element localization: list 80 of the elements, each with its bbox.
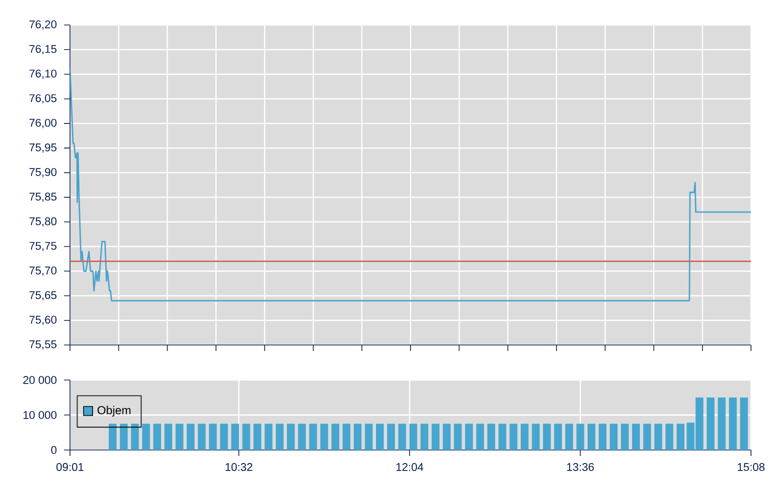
y-tick-label: 20 000 <box>23 376 56 384</box>
y-tick-label: 76,10 <box>29 70 57 79</box>
bar <box>309 424 317 450</box>
bar <box>706 397 714 450</box>
bar <box>620 424 629 450</box>
bar <box>176 424 184 450</box>
y-tick-label: 75,55 <box>29 340 56 350</box>
x-tick-label: 12:04 <box>396 463 424 471</box>
bar <box>632 424 640 450</box>
bar <box>740 397 748 450</box>
bar <box>286 424 295 450</box>
y-tick-label: 75,60 <box>29 316 57 326</box>
bar <box>254 424 262 450</box>
y-tick-label: 76,20 <box>29 20 57 30</box>
bar <box>142 424 150 450</box>
y-tick-label: 75,70 <box>29 266 57 276</box>
bar <box>398 424 406 450</box>
bar <box>565 424 574 450</box>
bar <box>264 424 272 450</box>
bar <box>588 424 596 450</box>
bar <box>610 424 618 450</box>
bar <box>276 424 284 450</box>
bar <box>532 424 540 450</box>
y-tick-label: 75,85 <box>29 192 56 202</box>
bar <box>487 424 496 450</box>
bar <box>465 424 473 450</box>
bar <box>208 424 217 450</box>
bar <box>364 424 373 450</box>
bar <box>108 424 117 450</box>
bar <box>654 424 662 450</box>
y-tick-label: 75,90 <box>29 168 57 178</box>
line-series <box>70 68 752 302</box>
y-tick-label: 75,95 <box>29 143 56 153</box>
bar <box>643 424 652 450</box>
x-tick-label: 10:32 <box>226 463 252 471</box>
bar <box>220 424 228 450</box>
bar <box>331 424 340 450</box>
y-tick-label: 76,05 <box>29 94 56 104</box>
bar <box>432 424 440 450</box>
legend-label: Objem <box>98 406 130 417</box>
bar <box>520 424 529 450</box>
y-tick-label: 75,80 <box>29 217 57 227</box>
bar <box>298 424 306 450</box>
bar <box>476 424 484 450</box>
bar <box>131 424 139 450</box>
bar <box>420 424 428 450</box>
bar <box>153 424 162 450</box>
bar <box>442 424 451 450</box>
bar <box>498 424 506 450</box>
x-tick-label: 15:08 <box>738 463 765 471</box>
bar <box>354 424 362 450</box>
y-tick-label: 76,00 <box>29 118 57 128</box>
bar <box>718 397 726 450</box>
bar <box>231 424 240 450</box>
x-tick-label: 13:36 <box>567 463 594 471</box>
bar <box>198 424 206 450</box>
bar <box>543 424 551 450</box>
y-tick-label: 75,65 <box>29 291 56 300</box>
bar <box>728 397 737 450</box>
x-tick-label: 09:01 <box>56 463 84 471</box>
bar <box>409 424 418 450</box>
bar <box>454 424 462 450</box>
bar <box>376 424 384 450</box>
bar <box>665 424 674 450</box>
y-tick-label: 0 <box>51 446 57 454</box>
bar <box>510 424 518 450</box>
bar <box>164 424 172 450</box>
bar <box>342 424 350 450</box>
bar <box>242 424 250 450</box>
bar <box>576 424 584 450</box>
bar <box>320 424 328 450</box>
y-tick-label: 10 000 <box>24 411 56 419</box>
bar <box>120 424 128 450</box>
y-tick-label: 76,15 <box>29 45 56 54</box>
bar <box>186 424 194 450</box>
y-tick-label: 75,75 <box>29 242 56 252</box>
bar <box>598 424 606 450</box>
bar <box>554 424 562 450</box>
bar <box>676 424 684 450</box>
bar <box>387 424 395 450</box>
